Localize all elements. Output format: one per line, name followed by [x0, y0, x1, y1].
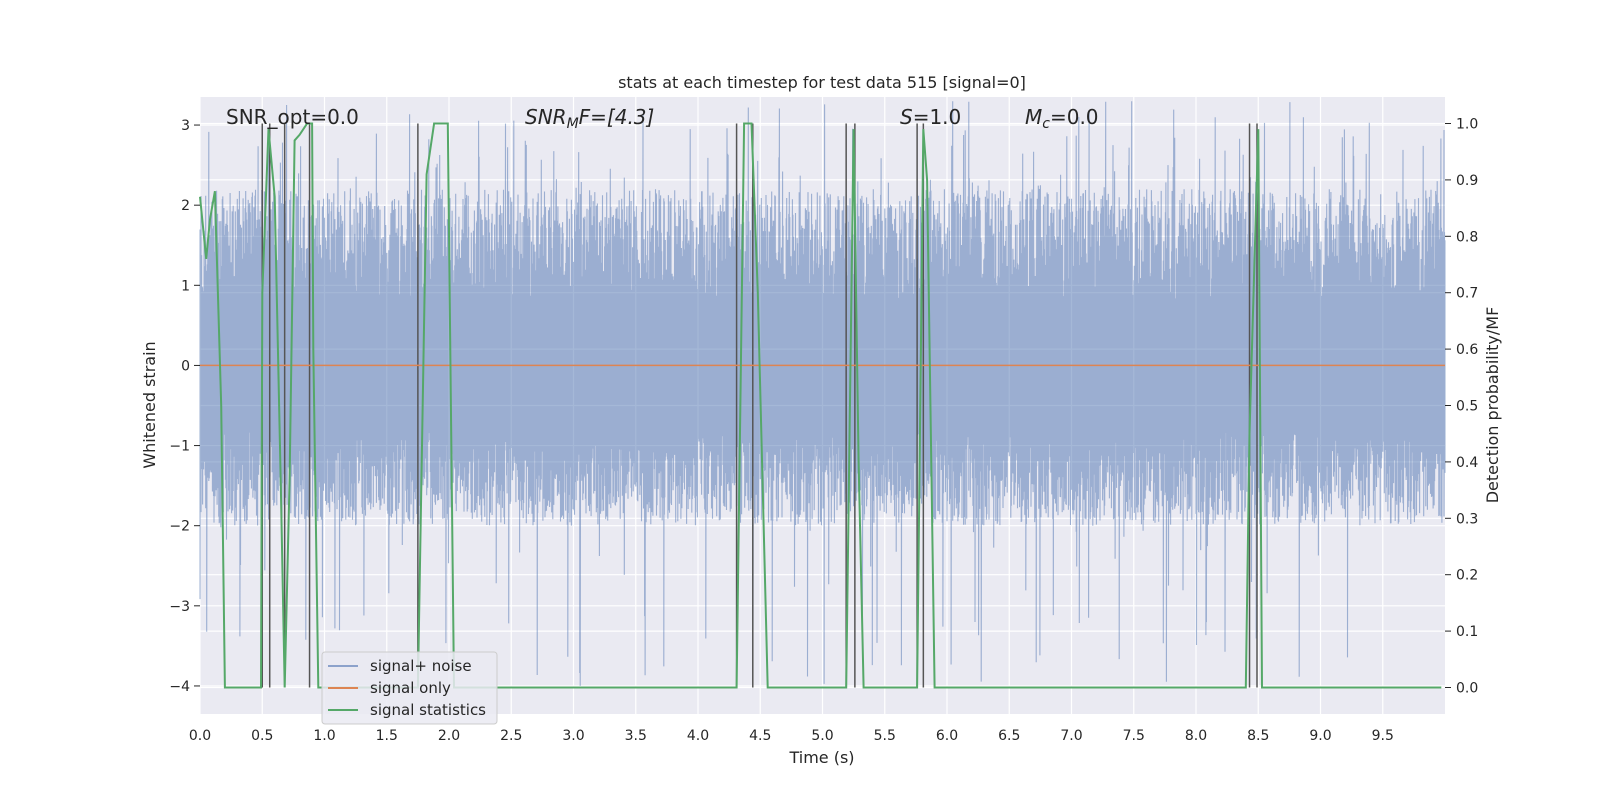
- x-tick-label: 6.0: [936, 728, 958, 744]
- y2-tick-label: 0.5: [1456, 399, 1478, 415]
- vertical-markers: [261, 123, 1258, 688]
- snr-mf-annotation: SNRMF=[4.3]: [525, 105, 654, 132]
- x-tick-label: 0.0: [189, 728, 211, 744]
- x-tick-label: 7.5: [1123, 728, 1145, 744]
- y-tick-label: −3: [169, 599, 190, 615]
- x-tick-label: 7.0: [1060, 728, 1082, 744]
- x-tick-label: 3.0: [562, 728, 584, 744]
- y-tick-label: 3: [181, 118, 190, 134]
- snr-mf-sub: M: [567, 116, 579, 132]
- y2-tick-label: 0.1: [1456, 624, 1478, 640]
- x-tick-label: 8.0: [1185, 728, 1207, 744]
- x-tick-label: 2.0: [438, 728, 460, 744]
- x-tick-label: 5.0: [811, 728, 833, 744]
- x-tick-label: 4.5: [749, 728, 771, 744]
- y2-tick-label: 0.6: [1456, 342, 1478, 358]
- x-tick-label: 4.0: [687, 728, 709, 744]
- mc-base: M: [1025, 105, 1042, 129]
- legend: signal+ noise signal only signal statist…: [321, 651, 498, 725]
- x-tick-label: 0.5: [251, 728, 273, 744]
- snr-mf-base: SNR: [525, 105, 567, 129]
- mc-sub: c: [1042, 116, 1050, 132]
- y2-axis-ticks: 1.0 0.9 0.8 0.7 0.6 0.5 0.4 0.3 0.2 0.1 0.0: [1445, 117, 1478, 696]
- s-annotation: S=1.0: [900, 105, 961, 129]
- y2-tick-label: 0.8: [1456, 229, 1478, 245]
- signal-noise-line: [199, 101, 1446, 686]
- x-tick-label: 8.5: [1247, 728, 1269, 744]
- x-tick-label: 1.0: [313, 728, 335, 744]
- y2-tick-label: 1.0: [1456, 117, 1478, 133]
- mc-annotation: Mc=0.0: [1025, 105, 1099, 132]
- chart-title: stats at each timestep for test data 515…: [618, 73, 1026, 92]
- y2-tick-label: 0.4: [1456, 455, 1478, 471]
- y2-tick-label: 0.3: [1456, 511, 1478, 527]
- x-tick-label: 9.0: [1309, 728, 1331, 744]
- y-tick-label: 0: [181, 358, 190, 374]
- snr-mf-rest: F=[4.3]: [579, 105, 655, 129]
- legend-label-signal-statistics: signal statistics: [370, 701, 486, 719]
- y2-tick-label: 0.0: [1456, 680, 1478, 696]
- x-tick-label: 1.5: [376, 728, 398, 744]
- legend-box: [321, 651, 498, 725]
- snr-opt-annotation: SNR_opt=0.0: [226, 105, 359, 129]
- x-axis-ticks: 0.0 0.5 1.0 1.5 2.0 2.5 3.0 3.5 4.0 4.5 5.0 5.5 6.0 6…: [189, 728, 1394, 744]
- y-tick-label: −1: [169, 439, 190, 455]
- y-tick-label: 1: [181, 278, 190, 294]
- x-tick-label: 5.5: [874, 728, 896, 744]
- x-tick-label: 9.5: [1372, 728, 1394, 744]
- x-tick-label: 2.5: [500, 728, 522, 744]
- legend-label-signal-only: signal only: [370, 679, 451, 697]
- x-axis-label: Time (s): [788, 748, 854, 767]
- y2-axis-label: Detection probability/MF: [1483, 307, 1502, 504]
- y-axis-ticks: 3 2 1 0 −1 −2 −3 −4: [169, 118, 200, 695]
- s-value: =1.0: [913, 105, 962, 129]
- signal-noise-series: [199, 101, 1446, 686]
- y-axis-label: Whitened strain: [140, 341, 159, 468]
- y-tick-label: −2: [169, 519, 190, 535]
- mc-value: =0.0: [1050, 105, 1099, 129]
- s-label: S: [900, 105, 913, 129]
- y2-tick-label: 0.9: [1456, 173, 1478, 189]
- x-tick-label: 3.5: [625, 728, 647, 744]
- y2-tick-label: 0.2: [1456, 568, 1478, 584]
- signal-statistics-line: [199, 122, 1442, 689]
- y2-tick-label: 0.7: [1456, 286, 1478, 302]
- legend-label-signal-noise: signal+ noise: [370, 657, 472, 675]
- x-tick-label: 6.5: [998, 728, 1020, 744]
- y-tick-label: −4: [169, 679, 190, 695]
- signal-statistics-series: [199, 122, 1442, 689]
- y-tick-label: 2: [181, 198, 190, 214]
